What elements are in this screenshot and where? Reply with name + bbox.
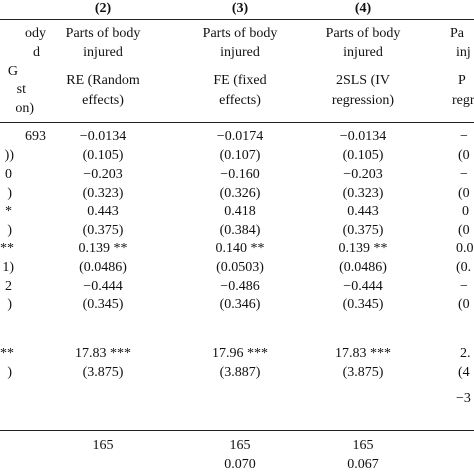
table-cell: (0 <box>458 148 470 163</box>
table-cell: * <box>5 204 12 219</box>
table-cell: (0.107) <box>219 148 261 163</box>
col4-model-line-2: regression) <box>331 93 395 108</box>
col5-header-line-2: inj <box>456 45 471 60</box>
col2-dependent-var-line-2: injured <box>83 45 123 60</box>
table-cell: ) <box>7 365 12 380</box>
table-cell: (3.887) <box>219 365 261 380</box>
table-cell: −3 <box>456 391 471 406</box>
col2-dependent-var-line-1: Parts of body <box>65 26 141 41</box>
table-cell: 165 <box>352 438 374 453</box>
table-cell: (0.323) <box>342 186 384 201</box>
col1-header-line-4: st <box>16 82 26 97</box>
table-cell: (0.346) <box>219 297 261 312</box>
table-cell: (0.326) <box>219 186 261 201</box>
table-cell: − <box>460 279 468 294</box>
table-cell: (0 <box>458 297 470 312</box>
table-cell: )) <box>4 148 14 163</box>
table-cell: 693 <box>25 129 46 144</box>
table-cell: (0 <box>458 223 470 238</box>
table-cell: 0.443 <box>87 204 119 219</box>
table-cell: (0.384) <box>219 223 261 238</box>
table-cell: 17.83 *** <box>335 346 391 361</box>
top-rule <box>0 19 474 20</box>
col3-dependent-var-line-1: Parts of body <box>202 26 278 41</box>
col4-dependent-var-line-2: injured <box>343 45 383 60</box>
table-cell: 2. <box>460 346 471 361</box>
table-cell: 0.140 ** <box>215 241 265 256</box>
column-number-4: (4) <box>354 1 372 16</box>
table-cell: − <box>460 167 468 182</box>
table-cell: (0. <box>456 260 472 275</box>
table-cell: 2 <box>5 279 12 294</box>
table-cell: (0.375) <box>342 223 384 238</box>
col3-dependent-var-line-2: injured <box>220 45 260 60</box>
table-cell: (0.0486) <box>79 260 127 275</box>
table-cell: 0.443 <box>347 204 379 219</box>
table-cell: −0.0134 <box>79 129 127 144</box>
col2-model-line-2: effects) <box>82 93 124 108</box>
table-cell: ) <box>7 186 12 201</box>
table-cell: 0.067 <box>347 457 379 472</box>
table-cell: 1) <box>2 260 14 275</box>
table-cell: (0 <box>458 186 470 201</box>
col1-header-line-3: G <box>7 64 18 79</box>
table-cell: −0.444 <box>343 279 383 294</box>
table-cell: (0.0503) <box>216 260 264 275</box>
header-rule <box>0 122 474 123</box>
table-cell: 17.83 *** <box>75 346 131 361</box>
table-cell: −0.0174 <box>216 129 264 144</box>
table-cell: ) <box>7 297 12 312</box>
table-cell: (0.0486) <box>339 260 387 275</box>
table-cell: ) <box>7 223 12 238</box>
col3-model-line-1: FE (fixed <box>213 73 267 88</box>
table-cell: (0.345) <box>82 297 124 312</box>
stats-rule <box>0 430 474 431</box>
table-cell: 0.418 <box>224 204 256 219</box>
col5-header-line-1: Pa <box>450 26 464 41</box>
table-cell: (4 <box>458 365 470 380</box>
table-cell: 0.139 ** <box>338 241 388 256</box>
table-cell: −0.486 <box>220 279 260 294</box>
table-cell: (0.105) <box>342 148 384 163</box>
table-cell: 165 <box>92 438 114 453</box>
table-cell: (0.375) <box>82 223 124 238</box>
table-cell: (3.875) <box>342 365 384 380</box>
table-cell: 17.96 *** <box>212 346 268 361</box>
column-number-2: (2) <box>94 1 112 16</box>
column-number-3: (3) <box>231 1 249 16</box>
table-cell: −0.444 <box>83 279 123 294</box>
table-cell: (0.323) <box>82 186 124 201</box>
table-cell: −0.0134 <box>339 129 387 144</box>
col4-dependent-var-line-1: Parts of body <box>325 26 401 41</box>
col1-header-line-5: on) <box>15 101 34 116</box>
table-cell: − <box>460 129 468 144</box>
table-cell: (0.345) <box>342 297 384 312</box>
col4-model-line-1: 2SLS (IV <box>335 73 391 88</box>
table-cell: (0.105) <box>82 148 124 163</box>
table-cell: (3.875) <box>82 365 124 380</box>
table-cell: 0.0 <box>456 241 474 256</box>
table-cell: −0.203 <box>83 167 123 182</box>
table-cell: 165 <box>229 438 251 453</box>
col5-header-line-3: P <box>458 73 466 88</box>
table-cell: 0 <box>462 204 469 219</box>
col2-model-line-1: RE (Random <box>66 73 140 88</box>
table-cell: 0.070 <box>224 457 256 472</box>
table-cell: ** <box>0 346 14 361</box>
col1-header-line-1: ody <box>25 26 46 41</box>
table-cell: 0.139 ** <box>78 241 128 256</box>
col5-header-line-4: regr <box>452 93 474 108</box>
table-cell: −0.203 <box>343 167 383 182</box>
col3-model-line-2: effects) <box>219 93 261 108</box>
col1-header-line-2: d <box>33 45 40 60</box>
table-cell: 0 <box>5 167 12 182</box>
table-cell: ** <box>0 241 14 256</box>
table-cell: −0.160 <box>220 167 260 182</box>
